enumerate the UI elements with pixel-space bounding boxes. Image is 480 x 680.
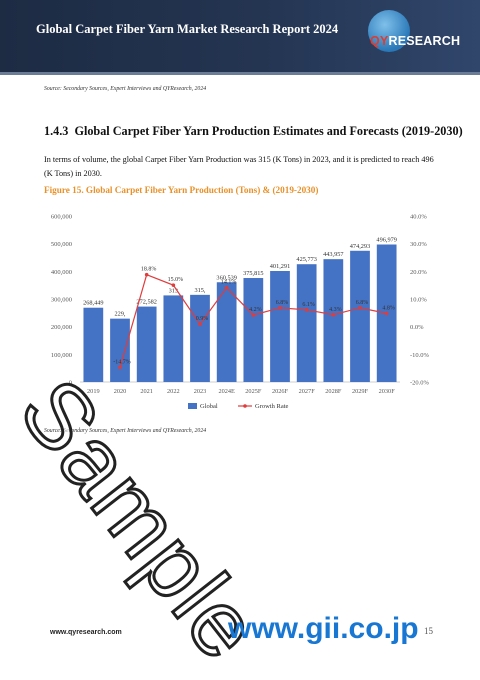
bar-2029F	[350, 250, 370, 382]
body-paragraph: In terms of volume, the global Carpet Fi…	[44, 155, 434, 178]
growth-rate-point	[251, 313, 256, 317]
bar-2020	[110, 318, 130, 382]
page-number: 15	[424, 626, 433, 636]
bar-2021	[136, 306, 157, 382]
bar-data-label: 496,979	[376, 237, 396, 244]
figure-caption: Figure 15. Global Carpet Fiber Yarn Prod…	[44, 185, 319, 195]
growth-data-label: 18.8%	[141, 267, 157, 273]
bar-2027F	[296, 264, 317, 382]
y2-tick-label: 10.0%	[410, 297, 427, 304]
y-tick-label: 300,000	[51, 297, 72, 304]
x-tick-label: 2028F	[325, 388, 342, 395]
growth-data-label: 4.8%	[382, 305, 395, 311]
bar-data-label: 425,773	[296, 256, 316, 263]
y2-tick-label: 40.0%	[410, 214, 427, 221]
bar-data-label: 268,449	[83, 300, 103, 307]
bar-data-label: 315,	[194, 287, 205, 294]
growth-data-label: 6.1%	[302, 302, 315, 308]
growth-data-label: 6.8%	[356, 300, 369, 306]
growth-data-label: 4.3%	[329, 307, 342, 313]
bar-data-label: 313	[169, 287, 178, 294]
y2-tick-label: 0.0%	[410, 324, 424, 331]
legend-swatch-global	[188, 403, 197, 409]
bar-2026F	[270, 270, 290, 382]
y-tick-label: 600,000	[51, 214, 72, 221]
y-tick-label: 400,000	[51, 269, 72, 276]
x-tick-label: 2019	[87, 388, 100, 395]
x-tick-label: 2030F	[379, 388, 396, 395]
x-tick-label: 2024E	[218, 388, 235, 395]
growth-data-label: 6.8%	[276, 300, 289, 306]
growth-rate-point	[171, 283, 176, 287]
x-tick-label: 2023	[194, 388, 207, 395]
bar-data-label: 272,582	[136, 299, 156, 306]
bar-data-label: 401,291	[270, 263, 290, 270]
section-heading: 1.4.3 Global Carpet Fiber Yarn Productio…	[44, 124, 463, 138]
gii-url-overlay: www.gii.co.jp	[228, 612, 419, 645]
bar-data-label: 360,539	[216, 274, 236, 281]
x-tick-label: 2020	[114, 388, 127, 395]
growth-data-label: 4.2%	[249, 307, 261, 313]
growth-data-label: 14.1%	[221, 280, 237, 286]
y2-tick-label: 20.0%	[410, 269, 427, 276]
qyresearch-logo: QYRESEARCH	[362, 8, 472, 64]
bar-2023	[190, 294, 210, 382]
legend-label-growth: Growth Rate	[255, 403, 289, 410]
bar-2025F	[243, 278, 264, 382]
x-tick-label: 2027F	[299, 388, 316, 395]
y2-tick-label: -10.0%	[410, 352, 430, 359]
y-tick-label: 500,000	[51, 241, 72, 248]
growth-rate-point	[198, 322, 202, 326]
y2-tick-label: -20.0%	[410, 380, 430, 387]
footer-url: www.qyresearch.com	[50, 629, 122, 636]
x-tick-label: 2025F	[245, 388, 262, 395]
bar-2024E	[216, 282, 237, 382]
globe-icon	[368, 10, 410, 52]
growth-rate-point	[331, 312, 336, 317]
bar-data-label: 443,957	[323, 251, 343, 258]
x-tick-label: 2029F	[352, 388, 369, 395]
y-tick-label: 100,000	[51, 352, 72, 359]
logo-text: QYRESEARCH	[370, 34, 461, 48]
production-chart: 0 100,000 200,000 300,000 400,000 500,000 600,…	[51, 214, 430, 411]
growth-rate-point	[358, 306, 362, 310]
legend-label-global: Global	[200, 403, 218, 410]
report-title: Global Carpet Fiber Yarn Market Research…	[36, 22, 339, 36]
y-tick-label: 200,000	[51, 324, 72, 331]
x-tick-label: 2026F	[272, 388, 289, 395]
y-tick-label: 0	[69, 380, 72, 387]
source-note-bottom: Source: Secondary Sources, Expert Interv…	[44, 428, 207, 434]
bar-2028F	[323, 259, 344, 382]
growth-rate-point	[118, 365, 122, 370]
bar-data-label: 474,293	[350, 243, 370, 250]
growth-data-label: 0.9%	[196, 316, 209, 322]
x-tick-label: 2022	[167, 388, 180, 395]
growth-rate-point	[278, 306, 282, 310]
bar-2022	[163, 295, 184, 382]
growth-data-label: -14.7%	[113, 359, 131, 365]
report-header: Global Carpet Fiber Yarn Market Research…	[0, 0, 480, 75]
growth-data-label: 15.0%	[168, 277, 184, 283]
growth-rate-point	[304, 307, 309, 312]
bar-data-label: 375,815	[243, 270, 263, 277]
growth-rate-point	[384, 311, 389, 316]
growth-rate-point	[144, 272, 149, 277]
bar-data-label: 229,	[114, 311, 125, 318]
bar-2019	[83, 307, 104, 382]
x-tick-label: 2021	[140, 388, 153, 395]
y2-tick-label: 30.0%	[410, 241, 427, 248]
legend-marker-growth	[243, 404, 247, 408]
source-note-top: Source: Secondary Sources, Expert Interv…	[44, 86, 207, 92]
growth-rate-point	[224, 285, 229, 290]
